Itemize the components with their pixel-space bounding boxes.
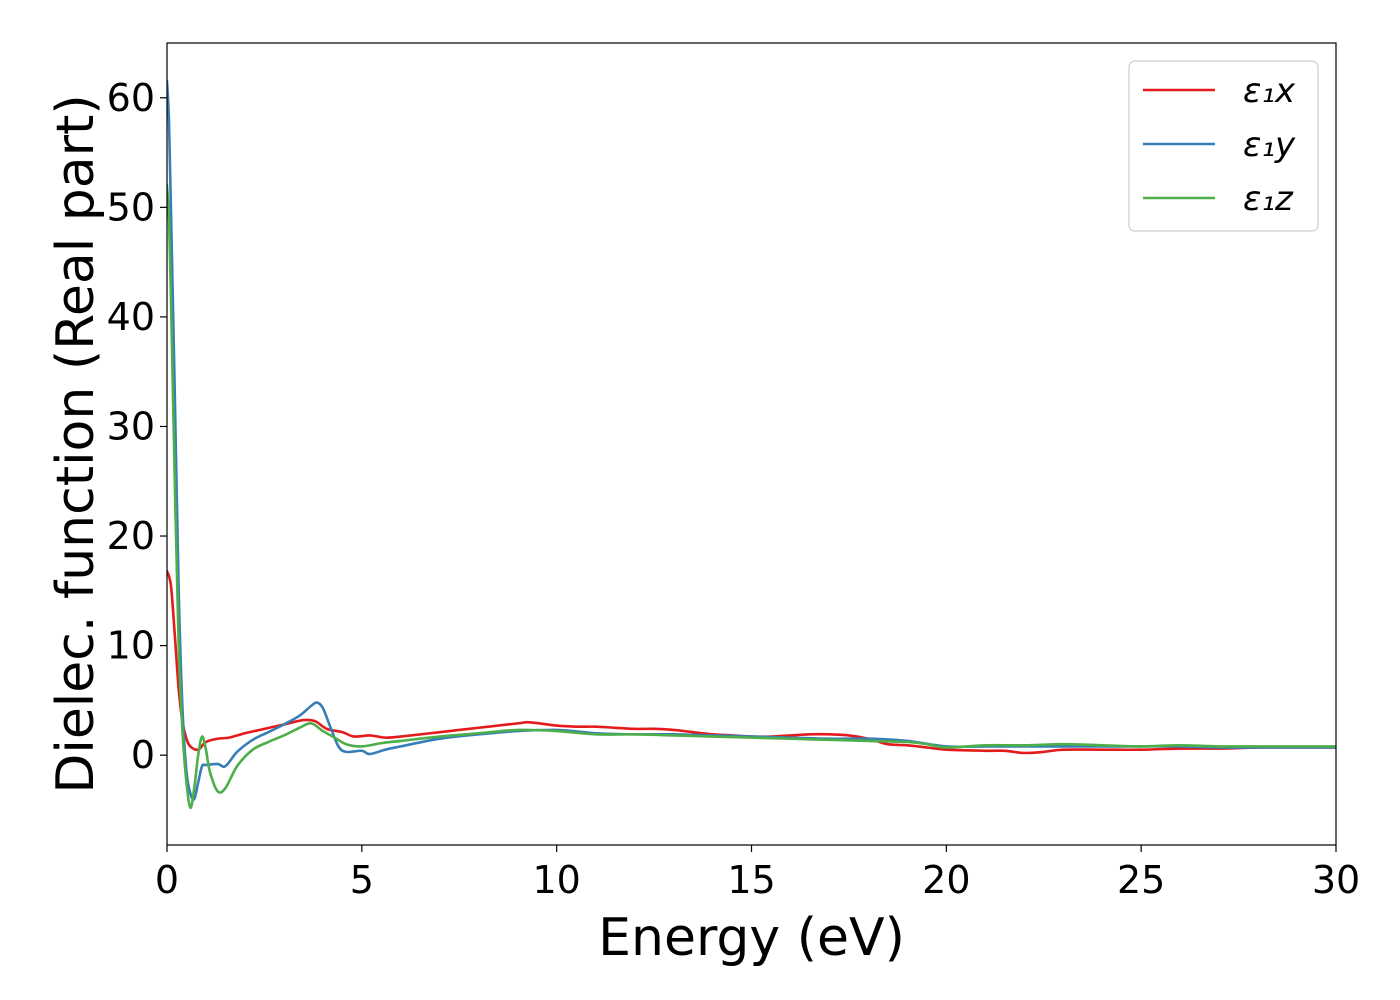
y-tick-label: 10 (107, 624, 155, 668)
series-layer (167, 80, 1336, 810)
y-tick-label: 20 (107, 514, 155, 558)
y-tick-label: 50 (107, 185, 155, 229)
y-tick-label: 60 (107, 76, 155, 120)
x-tick-label: 10 (532, 858, 580, 902)
x-tick-label: 0 (155, 858, 179, 902)
x-tick-label: 30 (1312, 858, 1360, 902)
x-tick-label: 25 (1117, 858, 1165, 902)
y-tick-label: 40 (107, 295, 155, 339)
legend: ε₁x ε₁y ε₁z (1128, 60, 1319, 232)
series-line-epsilon1z (167, 184, 1336, 810)
y-tick-label: 0 (131, 733, 155, 777)
x-axis-title: Energy (eV) (598, 908, 905, 968)
x-tick-label: 20 (922, 858, 970, 902)
legend-label: ε₁y (1243, 125, 1296, 165)
x-tick-label: 15 (727, 858, 775, 902)
series-line-epsilon1x (167, 569, 1336, 755)
y-axis-title: Dielec. function (Real part) (46, 94, 106, 793)
y-tick-label: 30 (107, 404, 155, 448)
y-axis: 0 10 20 30 40 50 60 (107, 76, 167, 777)
x-tick-label: 5 (350, 858, 374, 902)
legend-box (1128, 60, 1319, 232)
legend-label: ε₁z (1243, 179, 1294, 219)
x-axis: 0 5 10 15 20 25 30 (155, 845, 1360, 902)
legend-label: ε₁x (1243, 71, 1296, 111)
